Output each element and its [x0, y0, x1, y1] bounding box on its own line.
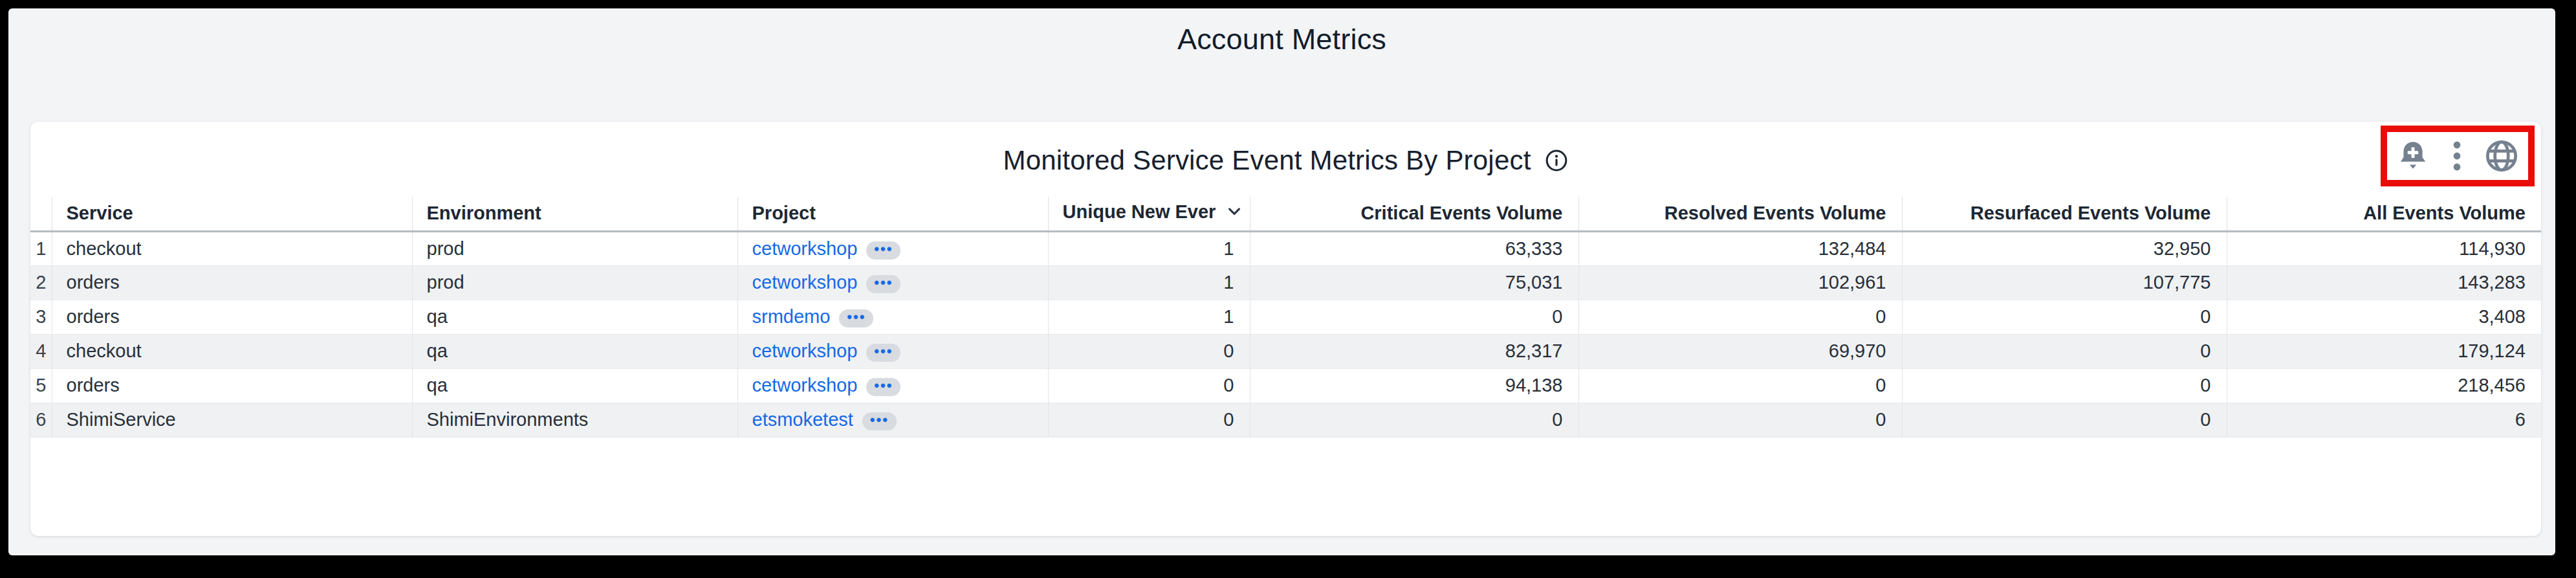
- cell-unique_new: 0: [1048, 403, 1250, 437]
- cell-service: ShimiService: [52, 403, 412, 437]
- cell-resolved: 102,961: [1578, 265, 1902, 300]
- project-link[interactable]: cetworkshop: [752, 375, 858, 395]
- row-number: 3: [30, 300, 52, 334]
- cell-unique_new: 0: [1048, 334, 1250, 368]
- table-body: 1checkoutprodcetworkshop•••163,333132,48…: [30, 231, 2541, 437]
- project-more-icon[interactable]: •••: [866, 275, 901, 293]
- page-title: Account Metrics: [8, 23, 2555, 56]
- widget-card: Monitored Service Event Metrics By Proje…: [30, 122, 2541, 536]
- cell-environment: qa: [412, 334, 737, 368]
- column-header-all-events-volume[interactable]: All Events Volume: [2227, 197, 2541, 231]
- cell-all: 218,456: [2227, 368, 2541, 403]
- table-row: 4checkoutqacetworkshop•••082,31769,97001…: [30, 334, 2541, 368]
- cell-unique_new: 1: [1048, 265, 1250, 300]
- widget-title: Monitored Service Event Metrics By Proje…: [1003, 145, 1531, 176]
- kebab-menu-icon[interactable]: [2452, 140, 2461, 172]
- row-number: 1: [30, 231, 52, 265]
- cell-service: orders: [52, 300, 412, 334]
- globe-icon[interactable]: [2485, 139, 2518, 173]
- project-link[interactable]: srmdemo: [752, 306, 831, 327]
- cell-project: cetworkshop •••: [737, 231, 1048, 265]
- column-header-environment[interactable]: Environment: [412, 197, 737, 231]
- column-header-resolved-events-volume[interactable]: Resolved Events Volume: [1578, 197, 1902, 231]
- row-number: 5: [30, 368, 52, 403]
- cell-resurfaced: 107,775: [1902, 265, 2227, 300]
- cell-project: etsmoketest •••: [737, 403, 1048, 437]
- column-header-critical-events-volume[interactable]: Critical Events Volume: [1250, 197, 1578, 231]
- cell-project: cetworkshop •••: [737, 265, 1048, 300]
- column-header-resurfaced-events-volume[interactable]: Resurfaced Events Volume: [1902, 197, 2227, 231]
- column-header-service[interactable]: Service: [52, 197, 412, 231]
- cell-resurfaced: 0: [1902, 368, 2227, 403]
- dashboard-page: Account Metrics Monitored Service Event …: [8, 8, 2555, 555]
- project-link[interactable]: cetworkshop: [752, 238, 858, 259]
- cell-all: 114,930: [2227, 231, 2541, 265]
- metrics-table: ServiceEnvironmentProjectUnique New Ever…: [30, 197, 2541, 438]
- row-number-header: [30, 197, 52, 231]
- cell-resurfaced: 32,950: [1902, 231, 2227, 265]
- column-header-unique-new-ever[interactable]: Unique New Ever: [1048, 197, 1250, 231]
- widget-controls: [2388, 139, 2527, 173]
- cell-project: cetworkshop •••: [737, 368, 1048, 403]
- row-number: 4: [30, 334, 52, 368]
- cell-project: srmdemo •••: [737, 300, 1048, 334]
- annotation-highlight: [2381, 126, 2535, 186]
- cell-resolved: 132,484: [1578, 231, 1902, 265]
- cell-environment: qa: [412, 300, 737, 334]
- project-more-icon[interactable]: •••: [839, 309, 873, 328]
- cell-service: checkout: [52, 231, 412, 265]
- bell-plus-icon[interactable]: [2397, 139, 2429, 173]
- cell-critical: 0: [1250, 300, 1578, 334]
- widget-header: Monitored Service Event Metrics By Proje…: [30, 141, 2541, 180]
- cell-service: checkout: [52, 334, 412, 368]
- cell-unique_new: 1: [1048, 231, 1250, 265]
- table-row: 3ordersqasrmdemo•••10003,408: [30, 300, 2541, 334]
- cell-unique_new: 0: [1048, 368, 1250, 403]
- cell-all: 3,408: [2227, 300, 2541, 334]
- table-row: 5ordersqacetworkshop•••094,13800218,456: [30, 368, 2541, 403]
- column-header-project[interactable]: Project: [737, 197, 1048, 231]
- cell-critical: 0: [1250, 403, 1578, 437]
- project-more-icon[interactable]: •••: [866, 241, 901, 260]
- header-row: ServiceEnvironmentProjectUnique New Ever…: [30, 197, 2541, 231]
- cell-critical: 94,138: [1250, 368, 1578, 403]
- row-number: 6: [30, 403, 52, 437]
- info-icon[interactable]: [1544, 148, 1569, 173]
- table-row: 1checkoutprodcetworkshop•••163,333132,48…: [30, 231, 2541, 265]
- cell-resolved: 0: [1578, 368, 1902, 403]
- cell-resurfaced: 0: [1902, 300, 2227, 334]
- cell-service: orders: [52, 265, 412, 300]
- cell-critical: 63,333: [1250, 231, 1578, 265]
- project-link[interactable]: etsmoketest: [752, 409, 853, 430]
- cell-critical: 82,317: [1250, 334, 1578, 368]
- project-link[interactable]: cetworkshop: [752, 340, 858, 361]
- cell-resurfaced: 0: [1902, 403, 2227, 437]
- table-row: 2ordersprodcetworkshop•••175,031102,9611…: [30, 265, 2541, 300]
- cell-environment: prod: [412, 231, 737, 265]
- cell-environment: prod: [412, 265, 737, 300]
- cell-all: 6: [2227, 403, 2541, 437]
- metrics-table-wrap: ServiceEnvironmentProjectUnique New Ever…: [30, 197, 2541, 438]
- cell-resolved: 69,970: [1578, 334, 1902, 368]
- table-row: 6ShimiServiceShimiEnvironmentsetsmoketes…: [30, 403, 2541, 437]
- cell-all: 179,124: [2227, 334, 2541, 368]
- project-more-icon[interactable]: •••: [866, 344, 901, 362]
- project-more-icon[interactable]: •••: [866, 378, 901, 396]
- cell-environment: qa: [412, 368, 737, 403]
- cell-resurfaced: 0: [1902, 334, 2227, 368]
- project-link[interactable]: cetworkshop: [752, 272, 858, 293]
- row-number: 2: [30, 265, 52, 300]
- cell-resolved: 0: [1578, 403, 1902, 437]
- sort-chevron-down-icon[interactable]: [1225, 201, 1244, 225]
- cell-unique_new: 1: [1048, 300, 1250, 334]
- cell-project: cetworkshop •••: [737, 334, 1048, 368]
- cell-resolved: 0: [1578, 300, 1902, 334]
- project-more-icon[interactable]: •••: [862, 412, 897, 430]
- cell-service: orders: [52, 368, 412, 403]
- cell-environment: ShimiEnvironments: [412, 403, 737, 437]
- cell-all: 143,283: [2227, 265, 2541, 300]
- cell-critical: 75,031: [1250, 265, 1578, 300]
